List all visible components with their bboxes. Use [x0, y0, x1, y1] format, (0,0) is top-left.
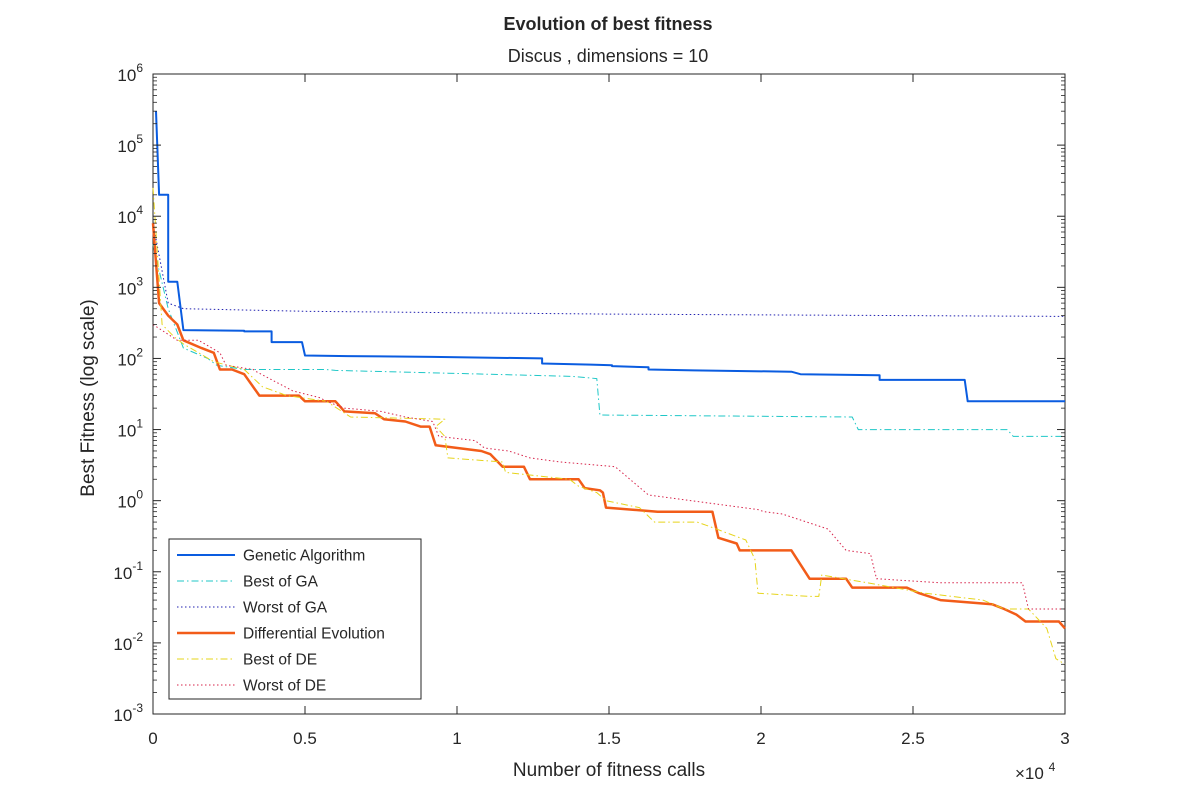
- x-axis-multiplier: ×10 4: [1015, 760, 1056, 783]
- x-tick-label: 2.5: [901, 729, 925, 748]
- x-tick-label: 0: [148, 729, 157, 748]
- x-tick-label: 0.5: [293, 729, 317, 748]
- legend-entry-label: Best of DE: [243, 652, 317, 669]
- series-line-3: [152, 223, 1066, 317]
- y-tick-label: 105: [117, 132, 143, 156]
- series-line-4: [151, 223, 1066, 630]
- y-axis-ticks: 10-3 10-2 10-1 100 101 102 103 104 105 106: [113, 61, 1065, 725]
- x-multiplier-base: ×10: [1015, 764, 1044, 783]
- chart-subtitle: Discus , dimensions = 10: [508, 46, 709, 66]
- legend-box: [168, 538, 422, 700]
- legend-entry-label: Genetic Algorithm: [243, 548, 365, 565]
- legend: Genetic Algorithm Best of GA Worst of GA Di…: [168, 538, 422, 700]
- y-tick-label: 104: [117, 203, 143, 227]
- legend-entry-label: Differential Evolution: [243, 626, 385, 643]
- x-axis-label: Number of fitness calls: [513, 760, 705, 781]
- y-tick-label: 10-3: [113, 701, 143, 725]
- series-line-5: [152, 187, 1066, 665]
- y-axis-label: Best Fitness (log scale): [78, 299, 99, 496]
- chart-title: Evolution of best fitness: [503, 14, 712, 34]
- legend-entry-label: Worst of DE: [243, 678, 326, 695]
- y-tick-label: 100: [117, 488, 143, 512]
- x-tick-label: 1.5: [597, 729, 621, 748]
- x-axis-ticks: 0 0.5 1 1.5 2 2.5 3: [148, 74, 1070, 748]
- series-line-2: [152, 244, 1065, 437]
- legend-entry-label: Worst of GA: [243, 600, 328, 617]
- series-line-1: [155, 111, 1065, 403]
- y-tick-label: 10-1: [113, 559, 143, 583]
- legend-items: Genetic Algorithm Best of GA Worst of GA Di…: [177, 548, 385, 695]
- x-tick-label: 3: [1060, 729, 1069, 748]
- x-tick-label: 2: [756, 729, 765, 748]
- legend-entry-label: Best of GA: [243, 574, 319, 591]
- series-layer: [151, 111, 1066, 665]
- x-tick-label: 1: [452, 729, 461, 748]
- y-tick-label: 102: [117, 345, 143, 369]
- x-multiplier-exponent: 4: [1049, 760, 1056, 774]
- y-tick-label: 101: [117, 417, 143, 441]
- y-tick-label: 10-2: [113, 630, 143, 654]
- y-tick-label: 106: [117, 61, 143, 85]
- y-tick-label: 103: [117, 274, 143, 298]
